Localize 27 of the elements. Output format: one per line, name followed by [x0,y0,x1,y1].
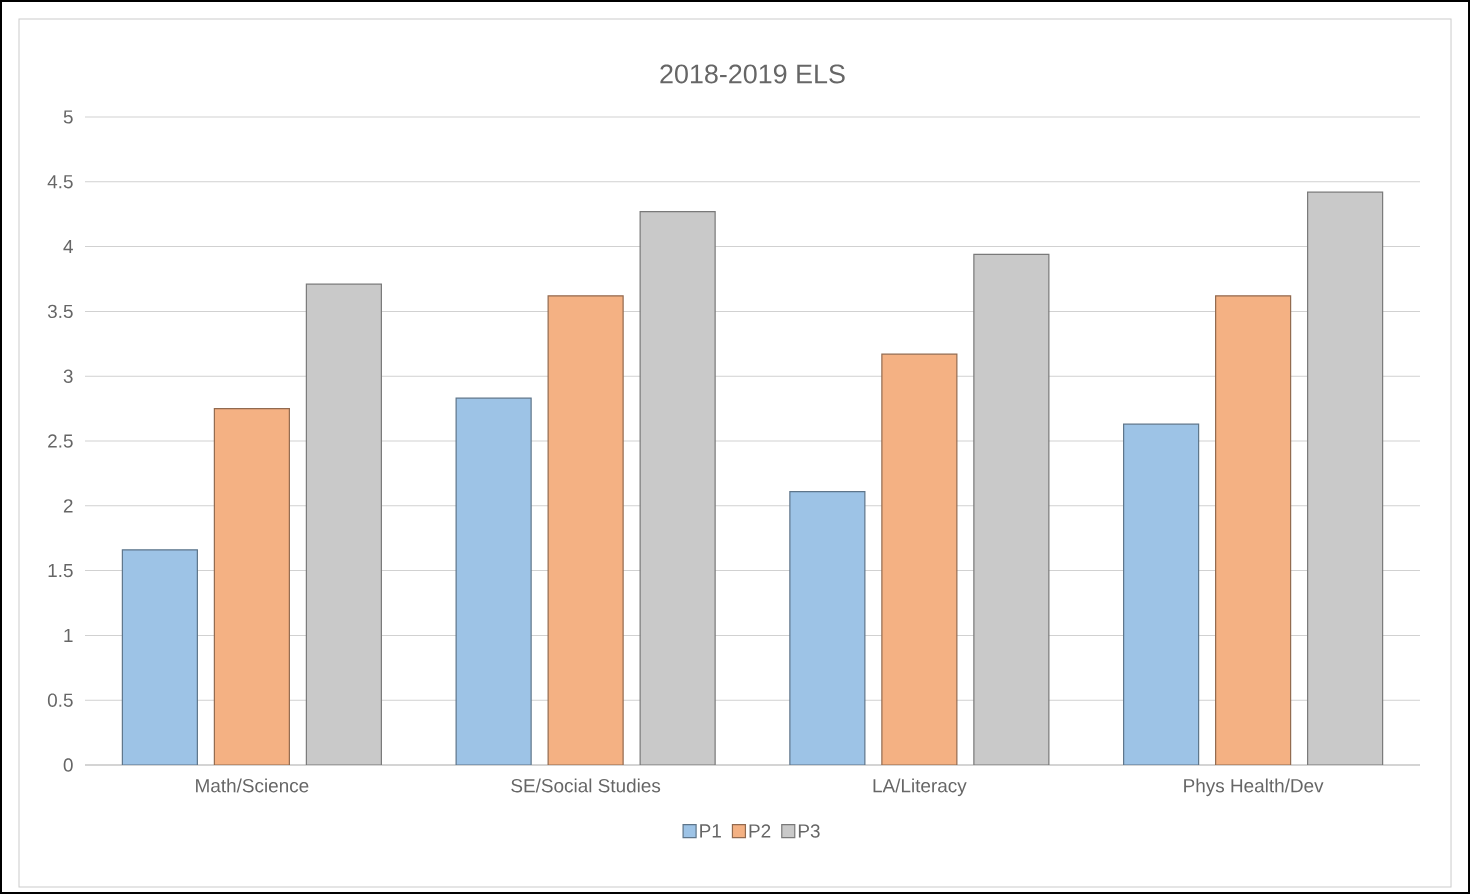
y-tick-label: 5 [63,110,73,124]
y-tick-label: 2 [63,499,73,513]
bar [121,549,198,765]
legend-label: P1 [700,824,721,838]
y-tick-label: 0.5 [47,693,73,707]
bar [1123,423,1200,765]
bar [789,490,866,765]
bar [455,397,532,765]
bar [547,295,624,765]
x-tick-label: Math/Science [196,778,309,793]
legend-label: P2 [749,824,771,838]
y-tick-label: 3.5 [47,304,73,319]
y-tick-label: 2.5 [48,434,73,448]
bar [213,407,290,765]
y-tick-label: 0 [63,758,73,772]
y-tick-label: 1 [64,628,73,642]
bar [1215,295,1292,765]
x-tick-label: SE/Social Studies [511,778,661,793]
y-tick-label: 4 [63,240,73,254]
y-tick-label: 3 [63,369,73,383]
legend-label: P3 [798,824,820,838]
y-tick-label: 1.5 [48,564,73,578]
x-tick-label: Phys Health/Dev [1184,778,1324,797]
chart-title: 2018-2019 ELS [660,64,845,84]
bar [881,353,958,765]
x-tick-label: LA/Literacy [873,778,967,797]
y-tick-label: 4.5 [47,175,73,189]
